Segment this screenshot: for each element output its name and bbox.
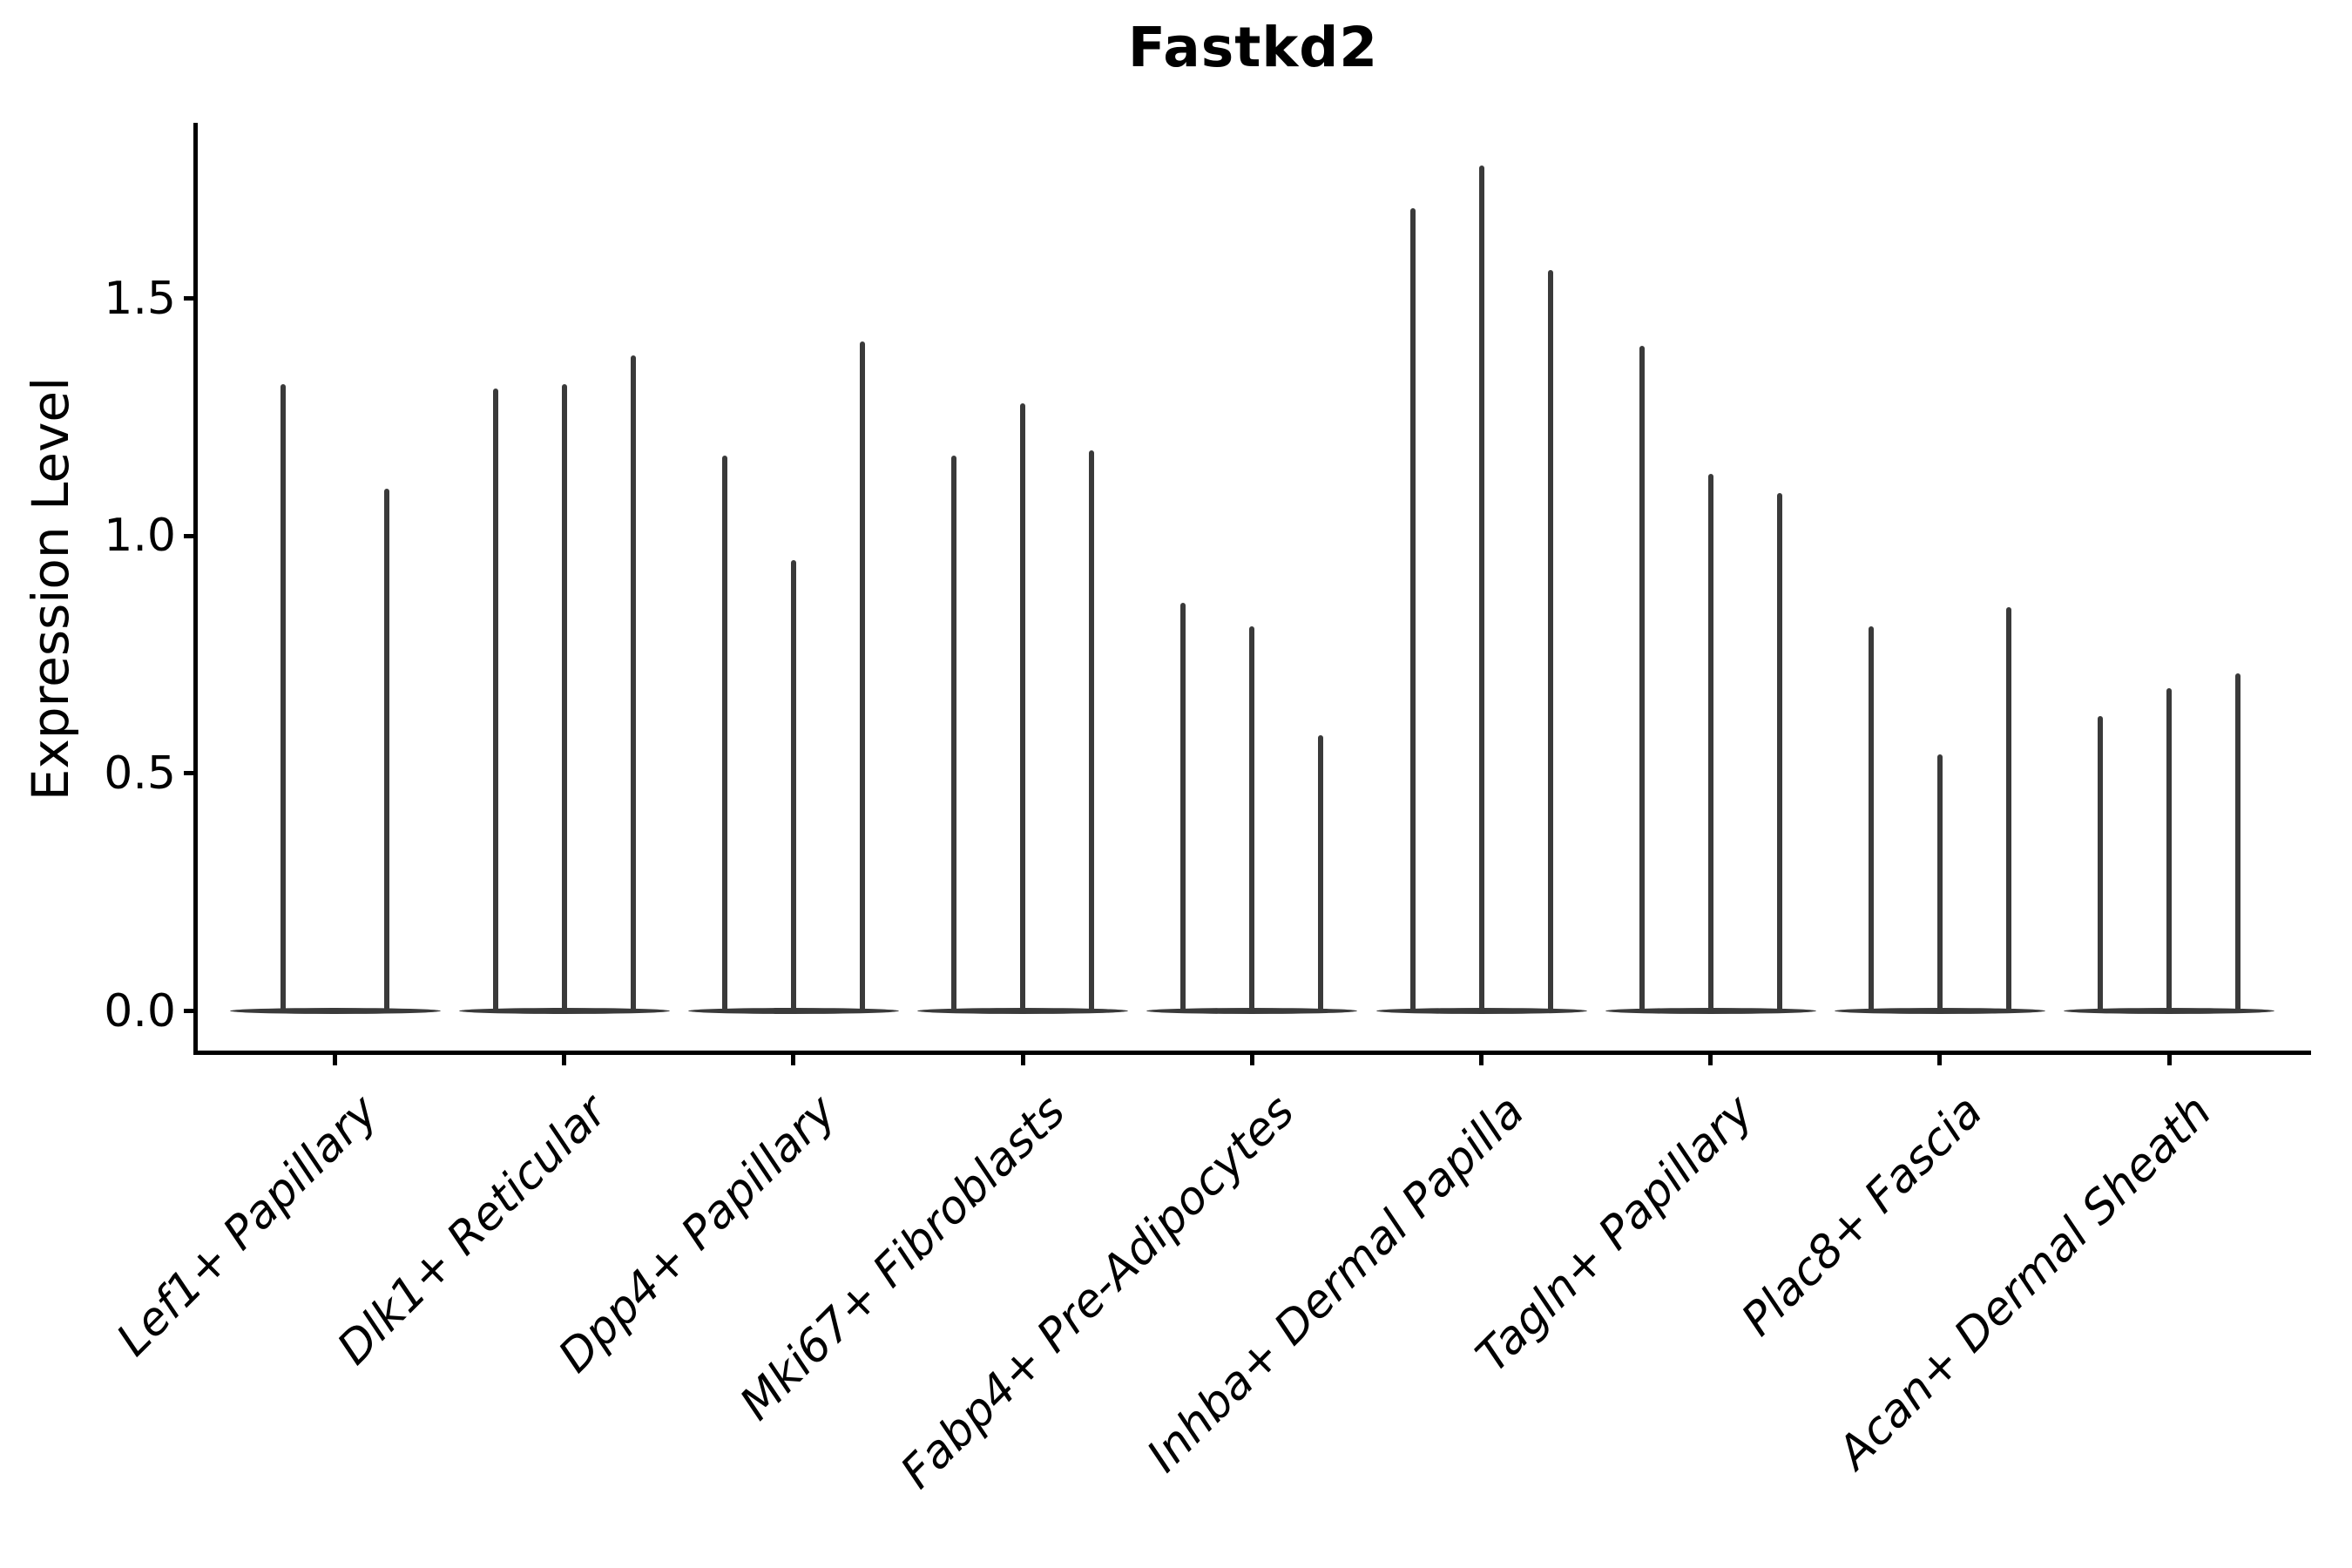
violin-needle [561, 383, 567, 1014]
violin-needle [2235, 673, 2241, 1014]
x-tick [1708, 1053, 1713, 1065]
x-tick-label: Fabp4+ Pre-Adipocytes [891, 1085, 1305, 1499]
x-tick [791, 1053, 796, 1065]
violin-needle [1547, 269, 1553, 1014]
x-axis-spine [193, 1051, 2311, 1055]
violin-needle [1478, 166, 1484, 1014]
x-tick [1249, 1053, 1254, 1065]
violin-base [229, 1008, 441, 1014]
violin-needle [1868, 625, 1874, 1014]
violin-needle [1020, 402, 1026, 1014]
y-tick [184, 1009, 196, 1013]
violin-needle [1776, 493, 1782, 1014]
violin-needle [1089, 450, 1095, 1014]
x-tick [562, 1053, 567, 1065]
y-tick-label: 0.0 [104, 984, 176, 1037]
violin-needle [1409, 208, 1416, 1014]
y-tick-label: 0.5 [104, 747, 176, 800]
violin-needle [1249, 625, 1255, 1014]
x-tick [1479, 1053, 1484, 1065]
y-tick [184, 771, 196, 776]
x-tick-label: Acan+ Dermal Sheath [1828, 1085, 2222, 1479]
x-tick [333, 1053, 337, 1065]
violin-needle [630, 355, 636, 1014]
x-tick-label: Dlk1+ Reticular [327, 1085, 618, 1375]
violin-needle [1318, 735, 1324, 1014]
x-tick-label: Mki67+ Fibroblasts [730, 1085, 1076, 1431]
y-tick-label: 1.5 [104, 272, 176, 325]
x-tick [1937, 1053, 1943, 1065]
x-tick-label: Dpp4+ Papillary [548, 1085, 847, 1383]
violin-needle [492, 389, 498, 1014]
violin-needle [1707, 474, 1713, 1014]
x-tick-label: Tagln+ Papillary [1466, 1085, 1764, 1383]
violin-needle [721, 455, 727, 1014]
x-tick [2166, 1053, 2172, 1065]
violin-needle [859, 341, 865, 1014]
violin-needle [2098, 716, 2104, 1014]
violin-needle [2005, 607, 2011, 1014]
x-tick-label: Inhba+ Dermal Papilla [1137, 1085, 1534, 1483]
violin-needle [384, 488, 389, 1014]
violin-needle [951, 455, 957, 1014]
x-tick [1020, 1053, 1025, 1065]
x-tick-label: Plac8+ Fascia [1732, 1085, 1993, 1347]
violin-needle [1936, 754, 1943, 1014]
violin-needle [790, 559, 796, 1014]
y-tick-label: 1.0 [104, 510, 176, 563]
plot-title: Fastkd2 [1127, 16, 1379, 79]
violin-needle [2166, 687, 2173, 1014]
violin-needle [280, 383, 286, 1014]
violin-needle [1180, 602, 1186, 1014]
y-tick [184, 296, 196, 301]
violin-needle [1639, 346, 1645, 1014]
y-tick [184, 533, 196, 538]
y-axis-spine [193, 123, 198, 1055]
